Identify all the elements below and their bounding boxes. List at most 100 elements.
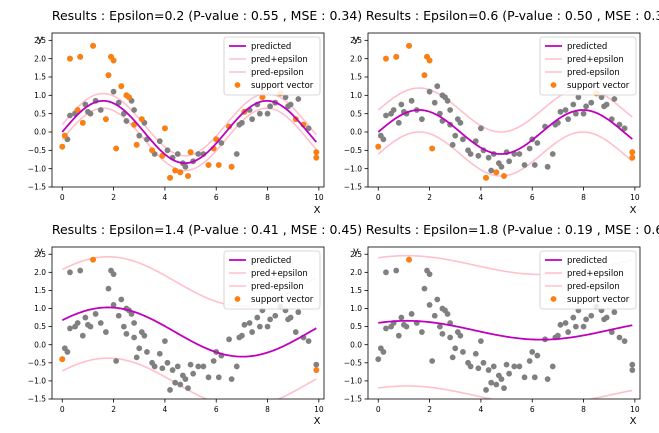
data-point bbox=[256, 110, 263, 117]
data-point bbox=[511, 363, 518, 370]
support-vector-point bbox=[421, 72, 428, 79]
data-point bbox=[506, 370, 513, 377]
data-point bbox=[583, 316, 590, 323]
data-point bbox=[228, 376, 235, 382]
data-point bbox=[67, 269, 73, 276]
data-point bbox=[516, 151, 523, 157]
data-point bbox=[521, 162, 528, 168]
x-tick-label: 10 bbox=[630, 405, 640, 414]
data-point bbox=[182, 163, 189, 170]
data-point bbox=[570, 314, 577, 321]
data-point bbox=[506, 158, 513, 165]
subplot-3: Results : Epsilon=1.4 (P-value : 0.41 , … bbox=[28, 222, 362, 427]
x-tick-label: 6 bbox=[530, 193, 535, 202]
y-tick-label: −0.5 bbox=[344, 358, 362, 367]
data-point bbox=[215, 374, 222, 381]
axes-frame bbox=[367, 32, 641, 188]
data-point bbox=[87, 323, 94, 330]
data-point bbox=[141, 332, 148, 339]
data-point bbox=[115, 99, 122, 106]
y-tick-label: 0.0 bbox=[34, 128, 46, 137]
data-point bbox=[136, 132, 143, 139]
data-point bbox=[110, 88, 117, 95]
y-tick-label: 2.0 bbox=[34, 268, 46, 277]
data-point bbox=[480, 359, 487, 366]
support-vector-point bbox=[77, 53, 84, 60]
support-vector-point bbox=[74, 107, 81, 113]
data-point bbox=[501, 385, 507, 392]
x-axis-label: X bbox=[314, 416, 321, 427]
y-tick-label: 1.5 bbox=[34, 73, 46, 82]
data-point bbox=[164, 147, 171, 154]
support-vector-point bbox=[59, 356, 66, 363]
support-vector-point bbox=[162, 125, 168, 132]
data-point bbox=[64, 349, 71, 355]
data-point bbox=[131, 107, 138, 113]
y-tick-label: 0.5 bbox=[350, 109, 362, 118]
data-point bbox=[282, 94, 289, 101]
data-point bbox=[395, 332, 402, 339]
data-point bbox=[383, 325, 389, 332]
y-tick-label: 2.5 bbox=[350, 250, 362, 259]
data-point bbox=[375, 356, 382, 363]
data-point bbox=[426, 271, 433, 278]
data-point bbox=[475, 365, 482, 372]
data-point bbox=[485, 154, 492, 161]
axes-frame bbox=[367, 246, 641, 400]
data-point bbox=[131, 334, 138, 341]
data-point bbox=[87, 110, 94, 117]
data-point bbox=[580, 323, 587, 330]
support-vector-point bbox=[629, 149, 636, 156]
support-vector-point bbox=[185, 173, 191, 179]
data-point bbox=[159, 365, 166, 372]
x-tick-label: 0 bbox=[60, 405, 65, 414]
y-axis-label: y bbox=[37, 246, 43, 257]
legend-label: support vector bbox=[251, 295, 314, 305]
x-tick-label: 2 bbox=[111, 405, 116, 414]
data-point bbox=[557, 321, 564, 328]
legend-label: pred-epsilon bbox=[567, 282, 620, 292]
data-point bbox=[565, 116, 572, 123]
data-point bbox=[531, 162, 538, 168]
data-point bbox=[120, 323, 127, 330]
support-vector-point bbox=[383, 55, 389, 62]
support-vector-point bbox=[429, 145, 436, 152]
data-point bbox=[562, 320, 569, 326]
data-point bbox=[436, 323, 443, 330]
data-point bbox=[79, 332, 86, 339]
data-point bbox=[490, 363, 497, 370]
data-point bbox=[383, 112, 389, 119]
support-vector-point bbox=[313, 367, 320, 373]
data-point bbox=[151, 363, 158, 370]
subplot-1: Results : Epsilon=0.2 (P-value : 0.55 , … bbox=[28, 8, 362, 216]
data-point bbox=[549, 363, 556, 370]
predicted-line bbox=[378, 319, 633, 341]
x-tick-label: 4 bbox=[163, 405, 168, 414]
y-tick-label: −1.5 bbox=[344, 183, 362, 192]
legend: predicted pred+epsilon pred-epsilon support… bbox=[539, 250, 637, 310]
data-point bbox=[557, 108, 564, 115]
legend-label: support vector bbox=[567, 81, 630, 91]
legend-box bbox=[539, 36, 637, 96]
data-point bbox=[562, 107, 569, 113]
x-tick-label: 4 bbox=[163, 193, 168, 202]
y-tick-label: 2.0 bbox=[350, 268, 362, 277]
legend-label: predicted bbox=[567, 42, 607, 52]
y-tick-label: 1.0 bbox=[350, 304, 362, 313]
data-point bbox=[444, 311, 451, 317]
pred-minus-epsilon-line bbox=[378, 385, 633, 399]
data-point bbox=[246, 320, 253, 326]
data-point bbox=[452, 345, 459, 352]
data-point bbox=[249, 116, 256, 123]
x-tick-label: 10 bbox=[314, 193, 324, 202]
data-point bbox=[398, 101, 405, 108]
support-vector-point bbox=[118, 83, 125, 90]
support-vector-point bbox=[483, 174, 489, 181]
data-point bbox=[156, 138, 163, 145]
data-point bbox=[398, 314, 405, 321]
data-point bbox=[493, 381, 500, 388]
support-vector-point bbox=[59, 143, 66, 150]
data-point bbox=[475, 152, 482, 159]
